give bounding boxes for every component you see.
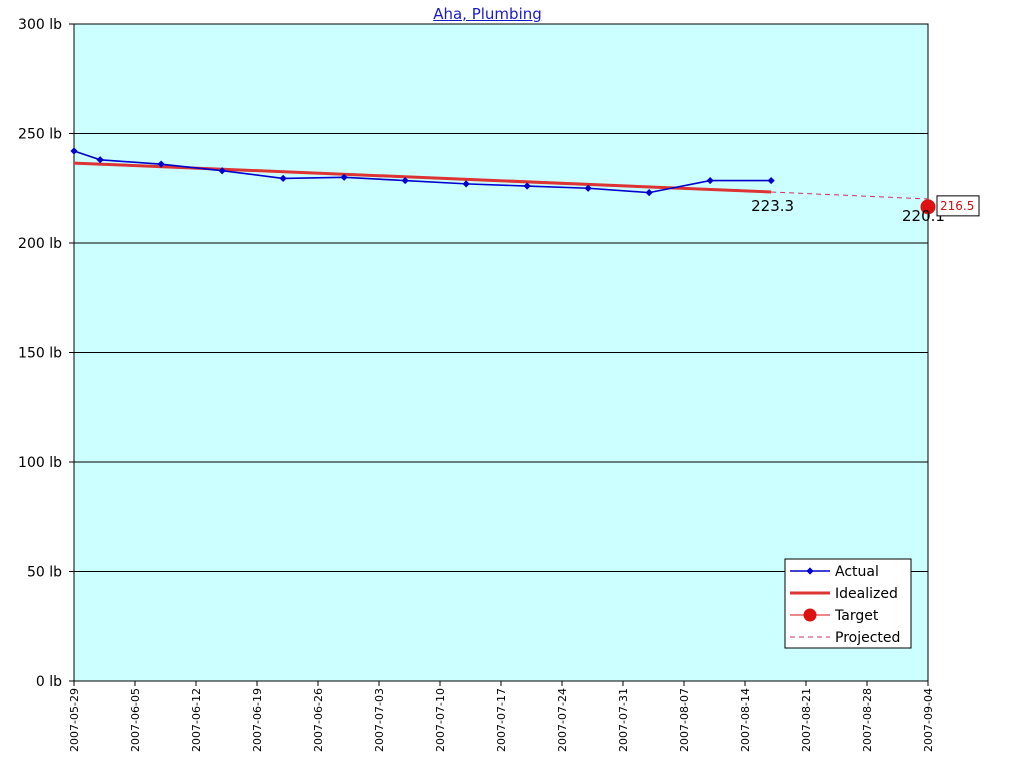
axes: 0 lb 50 lb 100 lb 150 lb 200 lb 250 lb 300 lb 2… xyxy=(18,17,935,752)
x-tick-label: 2007-06-26 xyxy=(312,688,325,752)
actual-point xyxy=(96,156,104,164)
x-tick-label: 2007-08-07 xyxy=(678,688,691,752)
actual-point xyxy=(279,174,287,182)
x-tick-label: 2007-06-19 xyxy=(251,688,264,752)
x-tick-label: 2007-06-05 xyxy=(129,688,142,752)
x-tick-label: 2007-06-12 xyxy=(190,688,203,752)
actual-point xyxy=(706,176,714,185)
actual-point xyxy=(523,182,531,190)
x-tick-label: 2007-07-17 xyxy=(495,688,508,752)
target-label-box xyxy=(936,195,980,217)
x-tick-label: 2007-09-04 xyxy=(922,688,935,752)
x-tick-label: 2007-08-21 xyxy=(800,688,813,752)
x-tick-label: 2007-07-03 xyxy=(373,688,386,752)
target-value-label: 216.5 xyxy=(940,199,974,213)
chart-title-link[interactable]: Aha, Plumbing xyxy=(433,5,542,23)
actual-point xyxy=(767,176,775,185)
legend-label-projected: Projected xyxy=(835,630,900,646)
y-tick-label: 0 lb xyxy=(36,674,62,690)
y-tick-label: 250 lb xyxy=(18,127,62,143)
legend-label-target: Target xyxy=(834,608,879,624)
series-projected-line xyxy=(771,191,929,200)
gridlines xyxy=(74,133,928,572)
idealized-end-label: 223.3 xyxy=(751,197,794,215)
x-tick-label: 2007-07-31 xyxy=(617,688,630,752)
projected-end-label: 220.1 xyxy=(902,207,945,225)
y-tick-label: 150 lb xyxy=(18,346,62,362)
actual-point xyxy=(157,160,165,168)
x-tick-label: 2007-07-24 xyxy=(556,688,569,752)
actual-point xyxy=(401,176,409,185)
x-tick-label: 2007-08-14 xyxy=(739,688,752,752)
y-tick-label: 300 lb xyxy=(18,17,62,33)
actual-point xyxy=(218,167,226,175)
y-tick-label: 200 lb xyxy=(18,236,62,252)
x-tick-label: 2007-05-29 xyxy=(68,688,81,752)
y-tick-label: 100 lb xyxy=(18,455,62,471)
actual-point xyxy=(645,189,653,197)
y-tick-label: 50 lb xyxy=(27,565,62,581)
actual-point xyxy=(462,180,470,188)
actual-point xyxy=(584,184,592,192)
x-tick-label: 2007-08-28 xyxy=(861,688,874,752)
legend-target-marker xyxy=(803,608,817,622)
series-layer xyxy=(70,147,936,215)
x-tick-label: 2007-07-10 xyxy=(434,688,447,752)
target-point xyxy=(920,199,936,215)
legend-box xyxy=(784,558,912,649)
legend: Actual Idealized Target Projected xyxy=(784,558,912,649)
legend-label-actual: Actual xyxy=(835,564,879,580)
actual-point xyxy=(340,173,348,181)
actual-point xyxy=(70,147,78,155)
legend-actual-marker xyxy=(806,567,814,575)
legend-label-idealized: Idealized xyxy=(835,586,898,602)
